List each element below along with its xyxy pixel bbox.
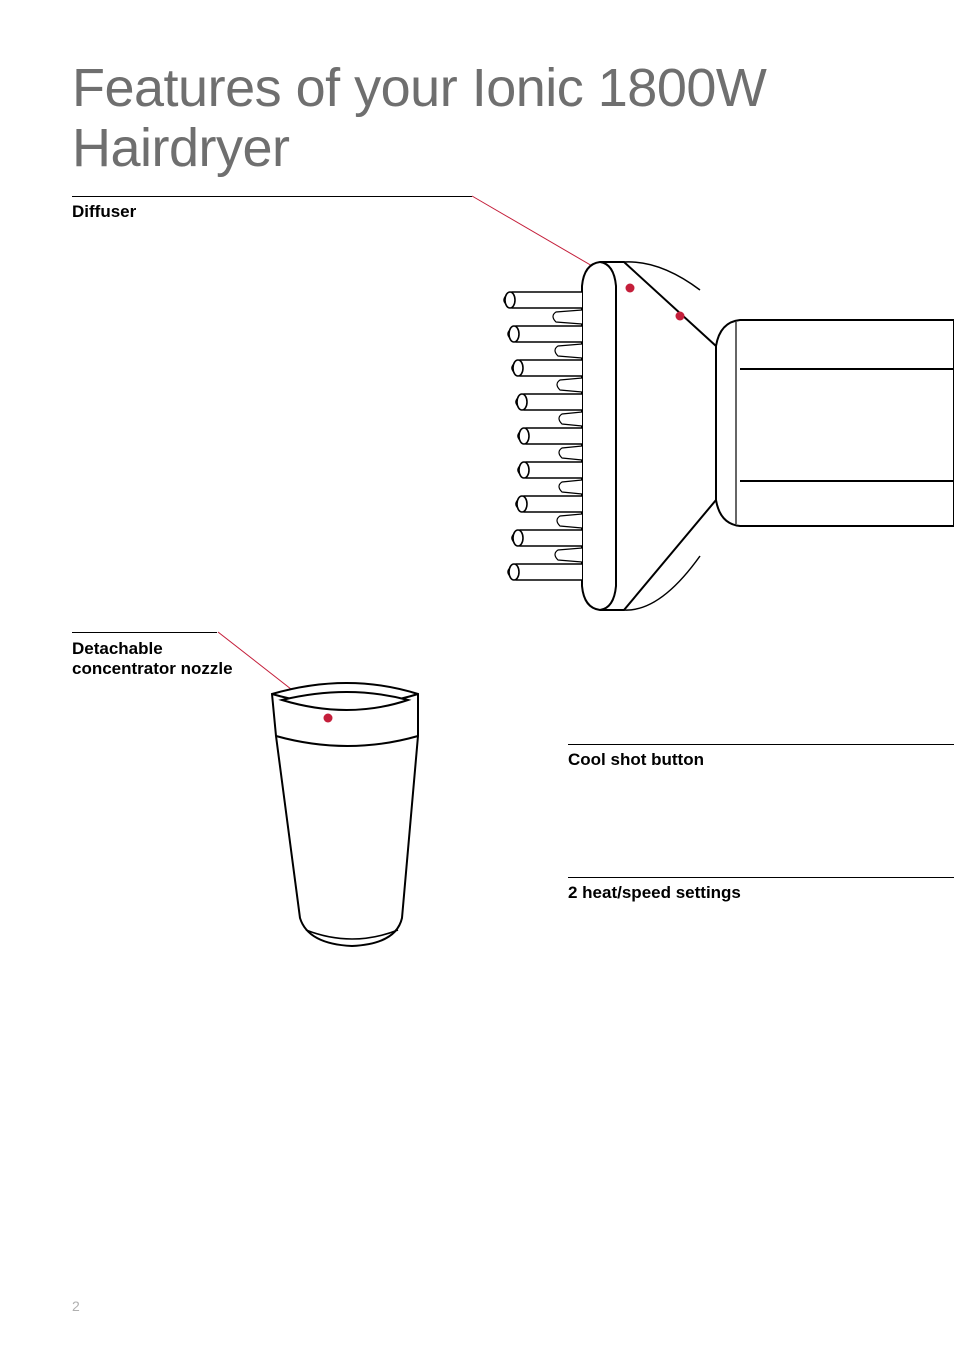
diagram-layer: [0, 0, 954, 1354]
diffuser-drawing: [582, 262, 716, 610]
nozzle-drawing: [272, 683, 418, 946]
hairdryer-body-drawing: [716, 320, 954, 526]
dot-diffuser-2: [676, 312, 685, 321]
dot-diffuser: [626, 284, 635, 293]
dot-nozzle: [324, 714, 333, 723]
page: Features of your Ionic 1800W Hairdryer D…: [0, 0, 954, 1354]
diffuser-fingers: [504, 292, 582, 580]
